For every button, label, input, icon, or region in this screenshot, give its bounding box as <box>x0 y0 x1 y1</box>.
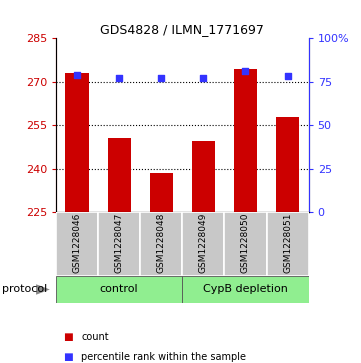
Point <box>116 75 122 81</box>
Bar <box>140 212 182 276</box>
Text: GSM1228047: GSM1228047 <box>115 213 123 273</box>
Bar <box>192 141 215 212</box>
Title: GDS4828 / ILMN_1771697: GDS4828 / ILMN_1771697 <box>100 23 264 36</box>
Text: ■: ■ <box>63 352 73 362</box>
Bar <box>56 276 182 303</box>
Point <box>200 75 206 81</box>
Text: protocol: protocol <box>2 285 47 294</box>
Bar <box>276 117 299 212</box>
Text: GSM1228049: GSM1228049 <box>199 213 208 273</box>
Text: ■: ■ <box>63 332 73 342</box>
Bar <box>150 173 173 212</box>
Bar <box>65 73 88 212</box>
Bar <box>182 276 309 303</box>
Text: control: control <box>100 285 138 294</box>
Point <box>158 75 164 81</box>
Text: percentile rank within the sample: percentile rank within the sample <box>81 352 246 362</box>
Bar <box>98 212 140 276</box>
Text: GSM1228051: GSM1228051 <box>283 213 292 273</box>
Bar <box>225 212 266 276</box>
Text: GSM1228046: GSM1228046 <box>73 213 82 273</box>
Text: GSM1228048: GSM1228048 <box>157 213 166 273</box>
Polygon shape <box>36 284 50 295</box>
Bar <box>56 212 98 276</box>
Bar <box>266 212 309 276</box>
Point <box>74 72 80 78</box>
Text: CypB depletion: CypB depletion <box>203 285 288 294</box>
Bar <box>234 69 257 212</box>
Text: count: count <box>81 332 109 342</box>
Bar <box>108 138 131 212</box>
Text: GSM1228050: GSM1228050 <box>241 213 250 273</box>
Bar <box>182 212 225 276</box>
Point <box>243 68 248 74</box>
Point <box>285 74 291 79</box>
